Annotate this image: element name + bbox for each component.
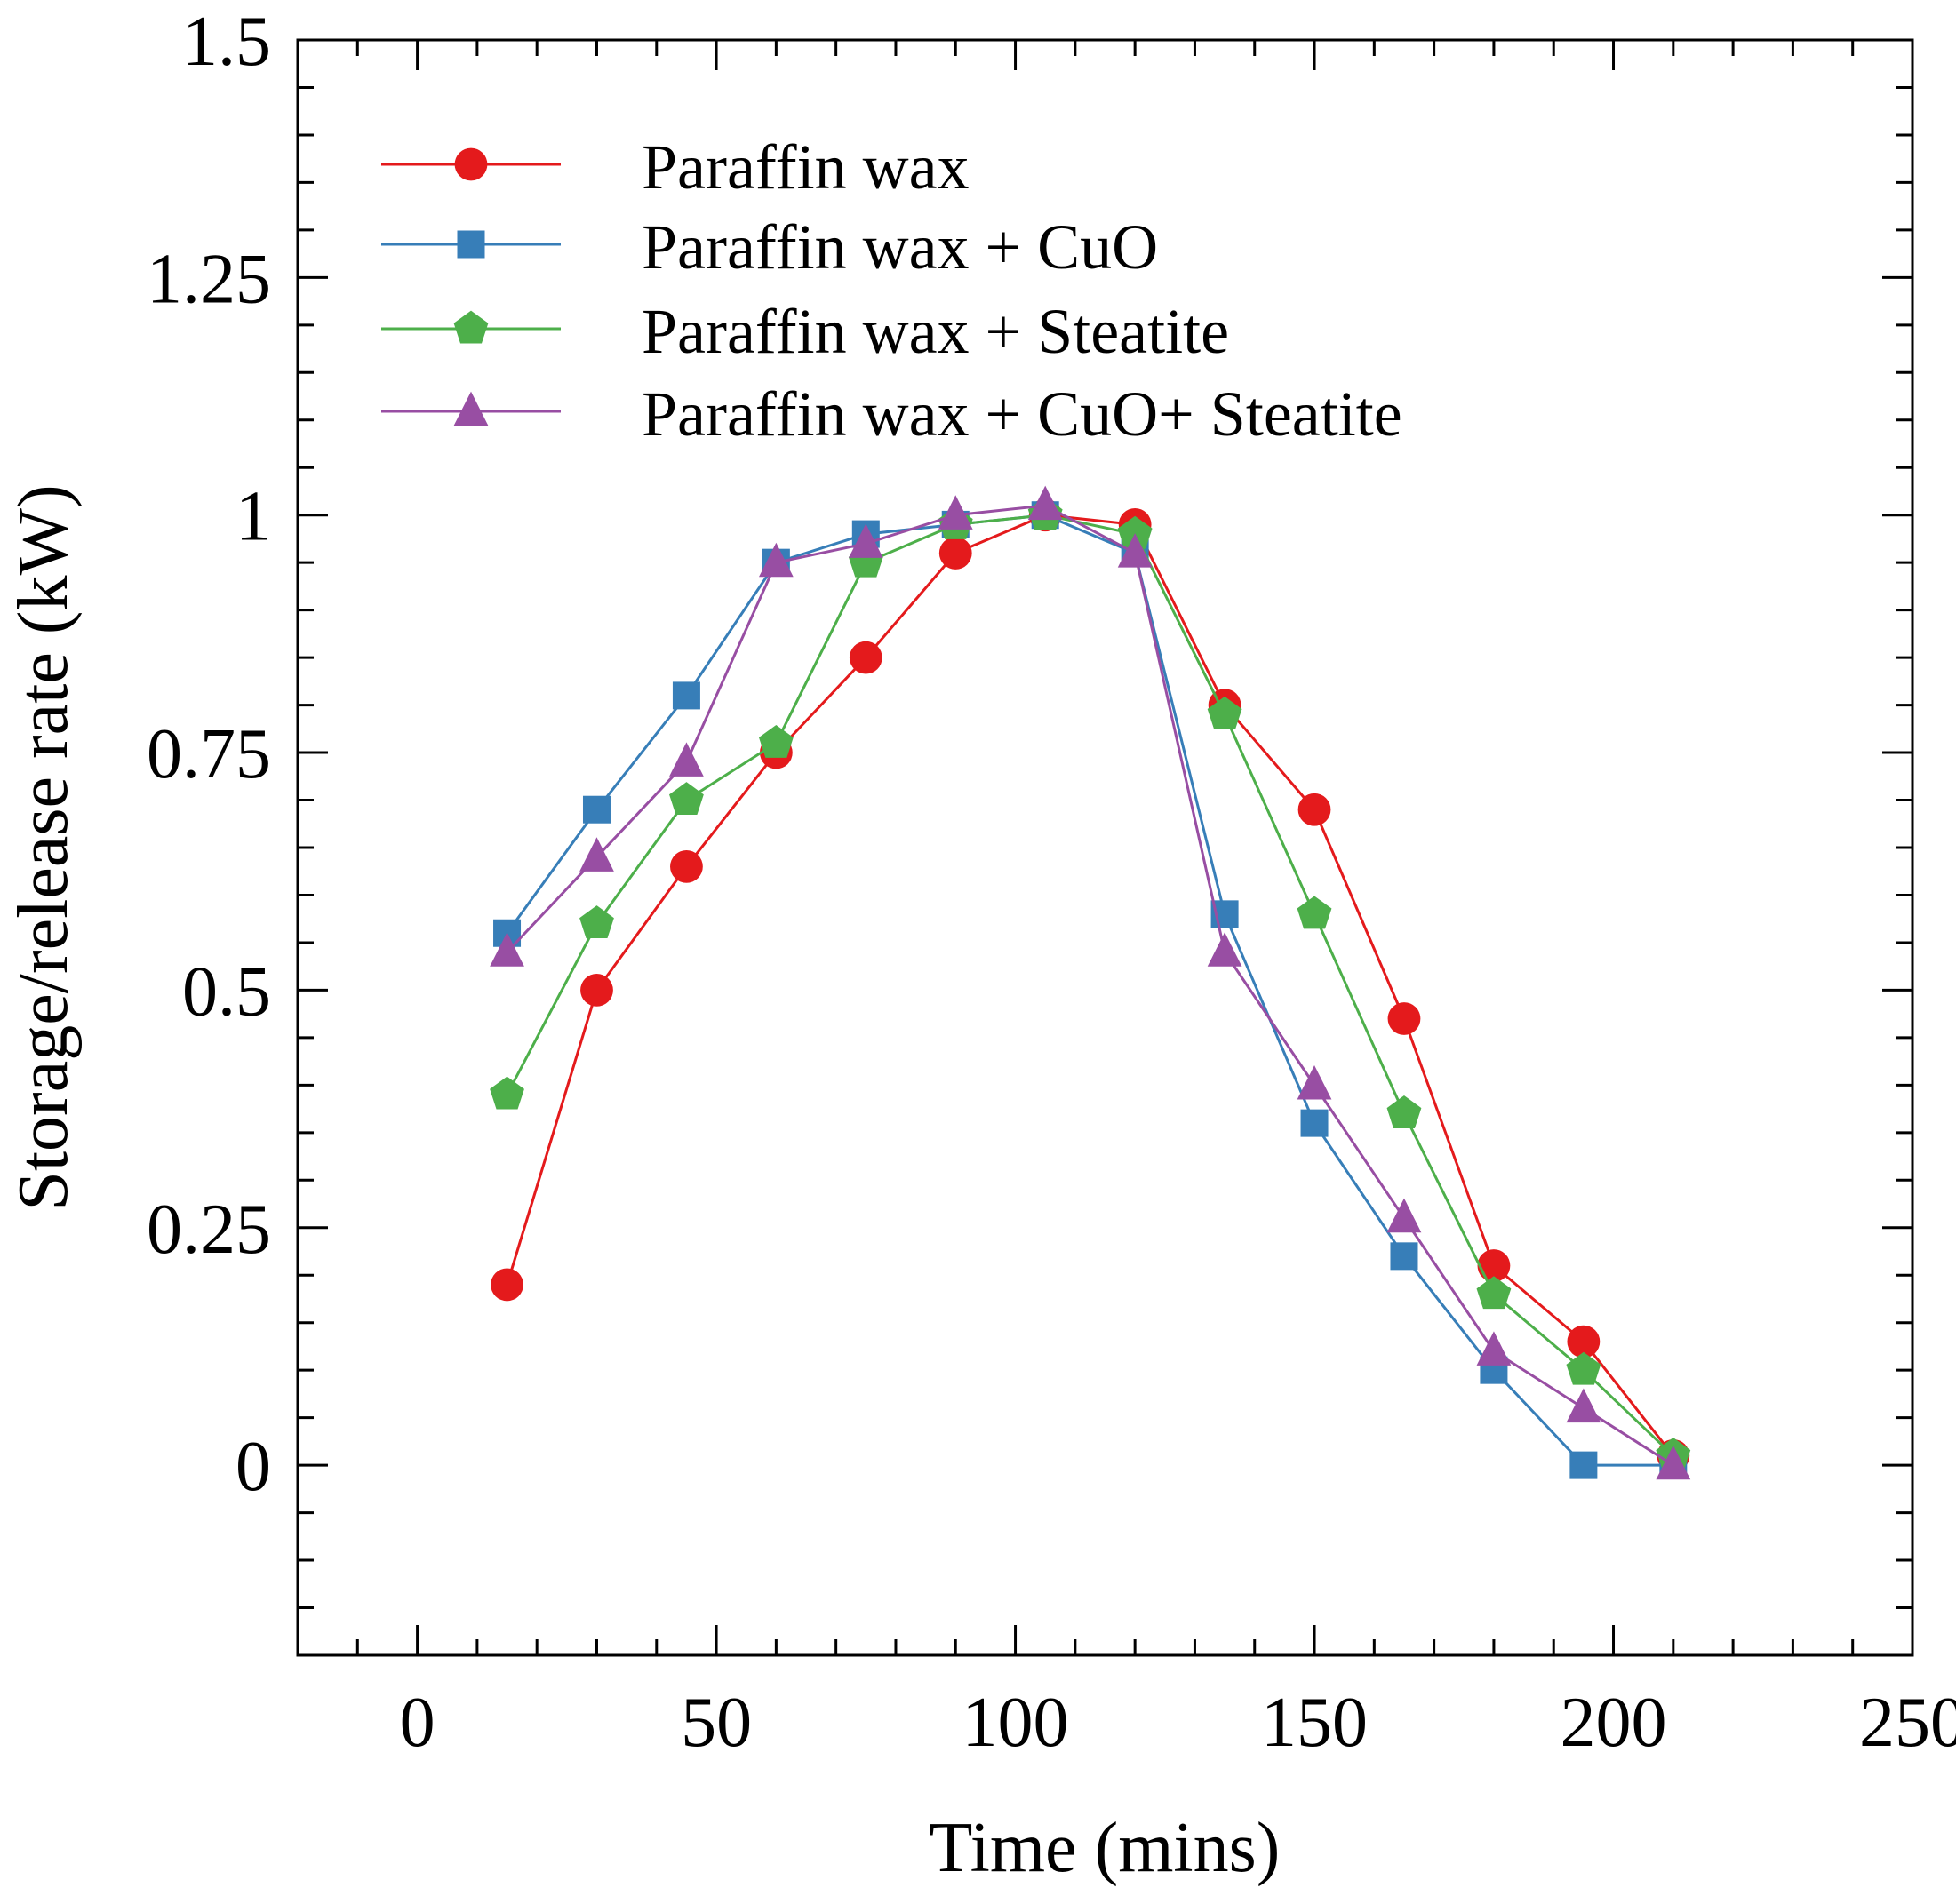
x-axis-label: Time (mins) [930, 1809, 1281, 1887]
plot-series [490, 485, 1691, 1480]
triangle-marker [759, 542, 794, 578]
legend-item: Paraffin wax + CuO [381, 211, 1158, 283]
triangle-marker [1386, 1198, 1422, 1233]
y-tick-label: 1.25 [147, 240, 271, 318]
pentagon-marker [1117, 515, 1153, 549]
triangle-marker [1656, 1445, 1691, 1480]
triangle-marker [669, 742, 704, 777]
tick-labels: 0 50 100 150 200 250 0 0.25 0.5 0.75 1 1.25 1.5 [147, 3, 1956, 1762]
series-4 [490, 485, 1691, 1480]
x-tick-label: 150 [1261, 1684, 1368, 1762]
series-line [506, 504, 1674, 1467]
square-marker [672, 681, 700, 710]
circle-marker [1477, 1249, 1511, 1282]
series-3 [490, 497, 1691, 1470]
pentagon-marker [669, 782, 704, 816]
legend-label: Paraffin wax + Steatite [642, 296, 1229, 367]
pentagon-marker [490, 1076, 524, 1110]
y-tick-label: 0 [236, 1428, 271, 1506]
pentagon-marker [579, 905, 614, 939]
series-1 [491, 498, 1690, 1472]
triangle-marker [1297, 1064, 1332, 1100]
y-tick-label: 0.5 [182, 952, 271, 1031]
legend: Paraffin wax Paraffin wax + CuO Paraffin w… [381, 131, 1402, 450]
triangle-marker [1027, 485, 1063, 521]
x-tick-label: 0 [400, 1684, 435, 1762]
circle-marker [1387, 1002, 1421, 1035]
circle-marker [849, 641, 882, 674]
x-tick-label: 250 [1859, 1684, 1956, 1762]
circle-marker [938, 537, 972, 570]
x-tick-label: 100 [962, 1684, 1069, 1762]
pentagon-marker [1476, 1276, 1512, 1310]
pentagon-marker [1386, 1095, 1422, 1128]
triangle-marker [1566, 1388, 1601, 1423]
legend-item: Paraffin wax + CuO+ Steatite [381, 378, 1402, 450]
legend-label: Paraffin wax [642, 131, 970, 203]
square-marker [582, 795, 611, 824]
circle-marker [454, 147, 488, 181]
legend-item: Paraffin wax + Steatite [381, 296, 1229, 367]
circle-marker [580, 974, 613, 1007]
y-tick-label: 0.25 [147, 1191, 271, 1269]
triangle-marker [453, 391, 489, 426]
square-marker [1390, 1242, 1418, 1271]
legend-label: Paraffin wax + CuO+ Steatite [642, 378, 1402, 450]
y-tick-label: 1 [236, 478, 271, 556]
square-marker [1300, 1109, 1329, 1137]
y-tick-label: 0.75 [147, 715, 271, 793]
pentagon-marker [1207, 696, 1242, 729]
triangle-marker [1117, 533, 1153, 568]
circle-marker [491, 1268, 523, 1302]
axis-ticks [298, 38, 1914, 1655]
pentagon-marker [1566, 1351, 1601, 1385]
circle-marker [1297, 793, 1331, 826]
x-tick-label: 50 [681, 1684, 752, 1762]
y-axis-label: Storage/release rate (kW) [4, 484, 83, 1210]
legend-item: Paraffin wax [381, 131, 970, 203]
square-marker [1569, 1451, 1598, 1479]
triangle-marker [490, 932, 524, 967]
series-2 [493, 501, 1688, 1479]
circle-marker [670, 849, 703, 883]
plot-frame [296, 38, 1914, 1657]
circle-marker [1567, 1325, 1601, 1358]
square-marker [457, 230, 485, 259]
pentagon-marker [758, 724, 794, 758]
series-line [506, 514, 1674, 1457]
series-line [506, 514, 1673, 1467]
triangle-marker [938, 495, 973, 530]
y-tick-label: 1.5 [182, 3, 271, 81]
triangle-marker [1207, 932, 1242, 967]
x-tick-label: 200 [1561, 1684, 1667, 1762]
pentagon-marker [1297, 896, 1332, 929]
triangle-marker [579, 837, 614, 872]
triangle-marker [848, 523, 883, 558]
triangle-marker [1476, 1331, 1512, 1366]
legend-label: Paraffin wax + CuO [642, 211, 1158, 283]
series-line [506, 514, 1674, 1457]
pentagon-marker [453, 310, 489, 344]
